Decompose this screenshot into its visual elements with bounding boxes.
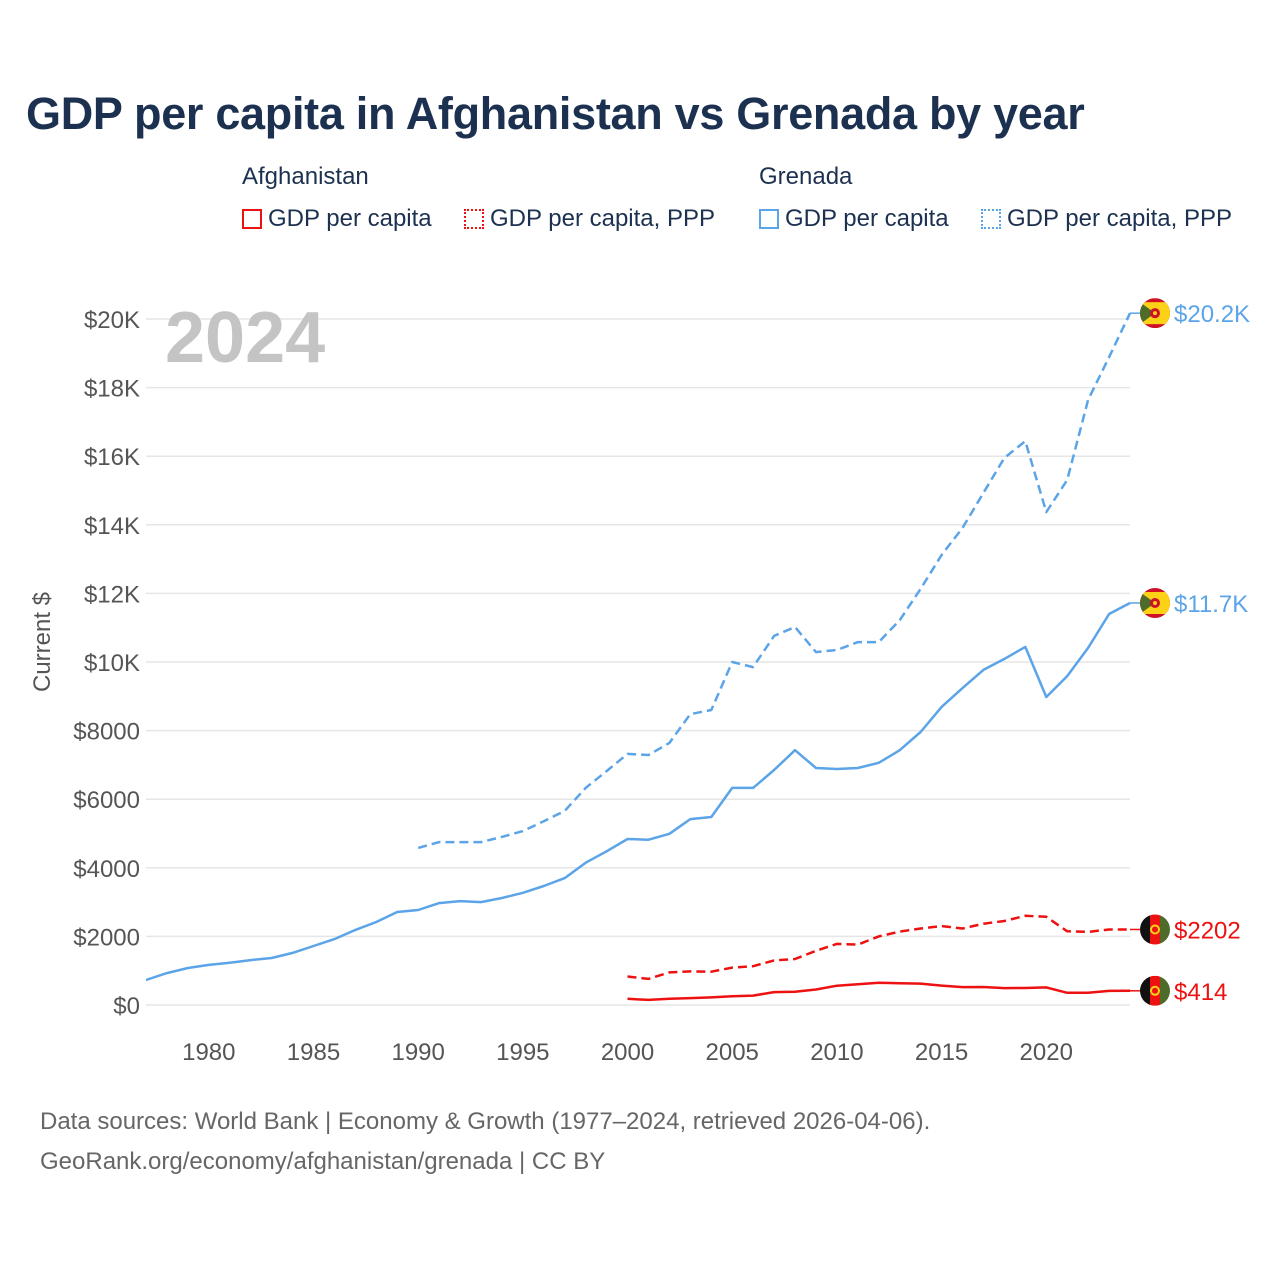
grenada-flag-icon — [1140, 588, 1170, 619]
grenada-flag-icon — [1140, 298, 1170, 329]
end-value-label: $11.7K — [1174, 591, 1248, 618]
series-line-1 — [145, 601, 1131, 982]
legend-label: GDP per capita, PPP — [1007, 205, 1232, 232]
end-value-label: $414 — [1174, 979, 1227, 1006]
y-tick-label: $4000 — [73, 856, 140, 883]
legend-label: GDP per capita — [785, 205, 949, 232]
legend-afghanistan-gdp-ppp[interactable]: GDP per capita, PPP — [464, 205, 715, 233]
chart-title: GDP per capita in Afghanistan vs Grenada… — [26, 88, 1085, 139]
x-tick-label: 1985 — [287, 1039, 340, 1066]
y-tick-label: $8000 — [73, 719, 140, 746]
y-tick-label: $18K — [84, 376, 140, 403]
x-tick-label: 1995 — [496, 1039, 549, 1066]
legend-group-grenada: Grenada — [759, 163, 853, 190]
x-tick-label: 2000 — [601, 1039, 654, 1066]
y-tick-label: $20K — [84, 307, 140, 334]
y-tick-label: $12K — [84, 581, 140, 608]
end-value-label: $20.2K — [1174, 301, 1250, 328]
y-tick-label: $10K — [84, 650, 140, 677]
end-value-label: $2202 — [1174, 917, 1241, 944]
x-tick-label: 2020 — [1020, 1039, 1073, 1066]
legend-swatch-dotted — [981, 209, 1001, 229]
x-tick-label: 1990 — [391, 1039, 444, 1066]
legend-afghanistan-gdp[interactable]: GDP per capita — [242, 205, 432, 233]
series-line-0 — [417, 312, 1132, 850]
legend-swatch-solid — [242, 209, 262, 229]
legend-label: GDP per capita, PPP — [490, 205, 715, 232]
y-axis-label: Current $ — [29, 592, 56, 692]
year-overlay: 2024 — [165, 298, 325, 378]
legend-group-afghanistan: Afghanistan — [242, 163, 369, 190]
series-line-2 — [627, 914, 1130, 981]
footer-sources: Data sources: World Bank | Economy & Gro… — [40, 1108, 931, 1135]
legend-label: GDP per capita — [268, 205, 432, 232]
y-tick-label: $6000 — [73, 787, 140, 814]
y-tick-label: $0 — [113, 993, 140, 1020]
legend-swatch-dotted — [464, 209, 484, 229]
y-tick-label: $2000 — [73, 924, 140, 951]
x-tick-label: 2005 — [706, 1039, 759, 1066]
footer-link[interactable]: GeoRank.org/economy/afghanistan/grenada … — [40, 1148, 606, 1175]
y-tick-label: $16K — [84, 444, 140, 471]
x-tick-label: 2010 — [810, 1039, 863, 1066]
x-tick-label: 1980 — [182, 1039, 235, 1066]
series-line-3 — [627, 981, 1131, 1002]
y-tick-label: $14K — [84, 513, 140, 540]
x-tick-label: 2015 — [915, 1039, 968, 1066]
legend-swatch-solid — [759, 209, 779, 229]
afghanistan-flag-icon — [1140, 914, 1170, 945]
legend-grenada-gdp-ppp[interactable]: GDP per capita, PPP — [981, 205, 1232, 233]
afghanistan-flag-icon — [1140, 975, 1170, 1006]
legend-grenada-gdp[interactable]: GDP per capita — [759, 205, 949, 233]
